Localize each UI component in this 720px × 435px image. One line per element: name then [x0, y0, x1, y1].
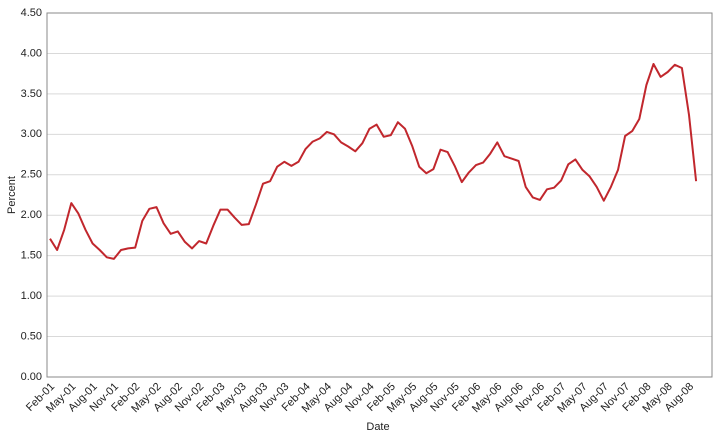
y-tick-label: 3.50	[21, 88, 42, 100]
y-tick-label: 4.00	[21, 47, 42, 59]
y-tick-label: 4.50	[21, 7, 42, 19]
y-axis-title: Percent	[6, 176, 18, 214]
plot-frame	[46, 12, 713, 378]
y-tick-label: 2.50	[21, 169, 42, 181]
y-tick-label: 0.00	[21, 371, 42, 383]
y-tick-label: 0.50	[21, 330, 42, 342]
y-tick-label: 1.50	[21, 250, 42, 262]
y-tick-label: 1.00	[21, 290, 42, 302]
data-line	[49, 63, 698, 260]
y-tick-label: 3.00	[21, 128, 42, 140]
y-tick-label: 2.00	[21, 209, 42, 221]
x-axis-title: Date	[366, 421, 389, 433]
